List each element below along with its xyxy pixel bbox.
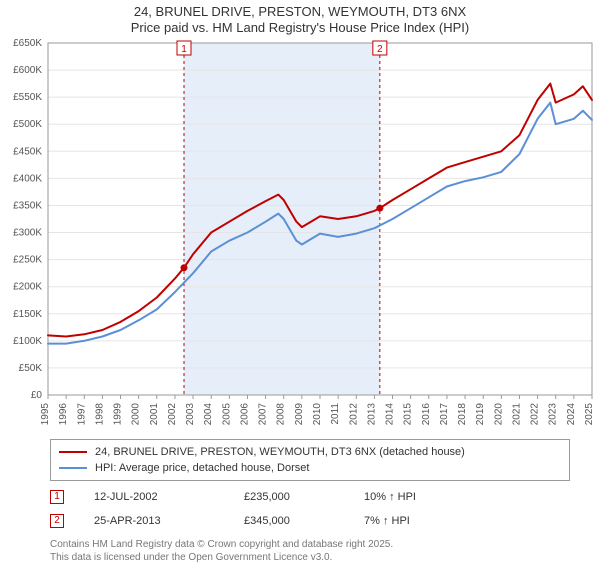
sale-marker-label: 1	[181, 44, 187, 55]
x-tick-label: 2021	[511, 403, 522, 426]
x-tick-label: 2011	[330, 403, 341, 425]
x-tick-label: 2024	[566, 403, 577, 426]
x-tick-label: 1998	[94, 403, 105, 426]
x-tick-label: 2002	[167, 403, 178, 426]
x-tick-label: 2005	[221, 403, 232, 426]
legend-label: 24, BRUNEL DRIVE, PRESTON, WEYMOUTH, DT3…	[95, 446, 465, 458]
sale-row-marker: 1	[50, 490, 64, 504]
x-tick-label: 2003	[185, 403, 196, 426]
y-tick-label: £650K	[13, 38, 42, 49]
sales-table: 1 12-JUL-2002£235,00010% ↑ HPI 2 25-APR-201…	[50, 485, 570, 533]
footer-line-2: This data is licensed under the Open Gov…	[50, 552, 570, 564]
x-tick-label: 2023	[548, 403, 559, 426]
sale-row-date: 25-APR-2013	[94, 515, 244, 527]
x-tick-label: 2014	[385, 403, 396, 426]
x-tick-label: 2004	[203, 403, 214, 426]
x-tick-label: 2012	[348, 403, 359, 426]
y-tick-label: £150K	[13, 309, 42, 320]
y-tick-label: £50K	[19, 363, 43, 374]
title-line-1: 24, BRUNEL DRIVE, PRESTON, WEYMOUTH, DT3…	[0, 4, 600, 20]
sale-row: 1 12-JUL-2002£235,00010% ↑ HPI	[50, 485, 570, 509]
legend-row: 24, BRUNEL DRIVE, PRESTON, WEYMOUTH, DT3…	[59, 444, 561, 460]
sale-row-marker: 2	[50, 514, 64, 528]
x-tick-label: 2000	[131, 403, 142, 426]
x-tick-label: 2016	[421, 403, 432, 426]
x-tick-label: 2019	[475, 403, 486, 426]
legend-label: HPI: Average price, detached house, Dors…	[95, 462, 309, 474]
sale-row-pct: 7% ↑ HPI	[364, 515, 464, 527]
x-tick-label: 2022	[530, 403, 541, 426]
x-tick-label: 2010	[312, 403, 323, 426]
title-line-2: Price paid vs. HM Land Registry's House …	[0, 20, 600, 36]
marker-band	[184, 43, 380, 395]
legend-swatch	[59, 451, 87, 453]
legend-row: HPI: Average price, detached house, Dors…	[59, 460, 561, 476]
x-tick-label: 2001	[149, 403, 160, 426]
sale-row-pct: 10% ↑ HPI	[364, 491, 464, 503]
sale-row: 2 25-APR-2013£345,0007% ↑ HPI	[50, 509, 570, 533]
x-tick-label: 1995	[40, 403, 51, 426]
y-tick-label: £0	[31, 390, 43, 401]
sale-row-date: 12-JUL-2002	[94, 491, 244, 503]
x-tick-label: 2018	[457, 403, 468, 426]
y-tick-label: £450K	[13, 146, 42, 157]
sale-row-price: £235,000	[244, 491, 364, 503]
x-tick-label: 2006	[239, 403, 250, 426]
figure-root: 24, BRUNEL DRIVE, PRESTON, WEYMOUTH, DT3…	[0, 0, 600, 564]
sale-row-price: £345,000	[244, 515, 364, 527]
footer: Contains HM Land Registry data © Crown c…	[50, 539, 570, 564]
x-tick-label: 1996	[58, 403, 69, 426]
legend-swatch	[59, 467, 87, 469]
y-tick-label: £550K	[13, 92, 42, 103]
x-tick-label: 2007	[258, 403, 269, 426]
y-tick-label: £200K	[13, 282, 42, 293]
title-block: 24, BRUNEL DRIVE, PRESTON, WEYMOUTH, DT3…	[0, 0, 600, 35]
x-tick-label: 2025	[584, 403, 595, 426]
x-tick-label: 2008	[276, 403, 287, 426]
y-tick-label: £500K	[13, 119, 42, 130]
y-tick-label: £300K	[13, 228, 42, 239]
chart-area: £0 £50K £100K £150K £200K £250K £300K £350K £400…	[0, 35, 600, 435]
x-tick-label: 1997	[76, 403, 87, 426]
x-tick-label: 2020	[493, 403, 504, 426]
footer-line-1: Contains HM Land Registry data © Crown c…	[50, 539, 570, 552]
x-tick-label: 1999	[113, 403, 124, 426]
chart-svg: £0 £50K £100K £150K £200K £250K £300K £350K £400…	[0, 35, 600, 435]
y-tick-label: £400K	[13, 174, 42, 185]
legend: 24, BRUNEL DRIVE, PRESTON, WEYMOUTH, DT3…	[50, 439, 570, 481]
y-tick-label: £250K	[13, 255, 42, 266]
sale-marker-label: 2	[377, 44, 383, 55]
x-tick-label: 2015	[403, 403, 414, 426]
y-tick-label: £600K	[13, 65, 42, 76]
y-tick-label: £350K	[13, 201, 42, 212]
x-tick-label: 2013	[366, 403, 377, 426]
x-tick-label: 2009	[294, 403, 305, 426]
y-tick-label: £100K	[13, 336, 42, 347]
x-tick-label: 2017	[439, 403, 450, 426]
